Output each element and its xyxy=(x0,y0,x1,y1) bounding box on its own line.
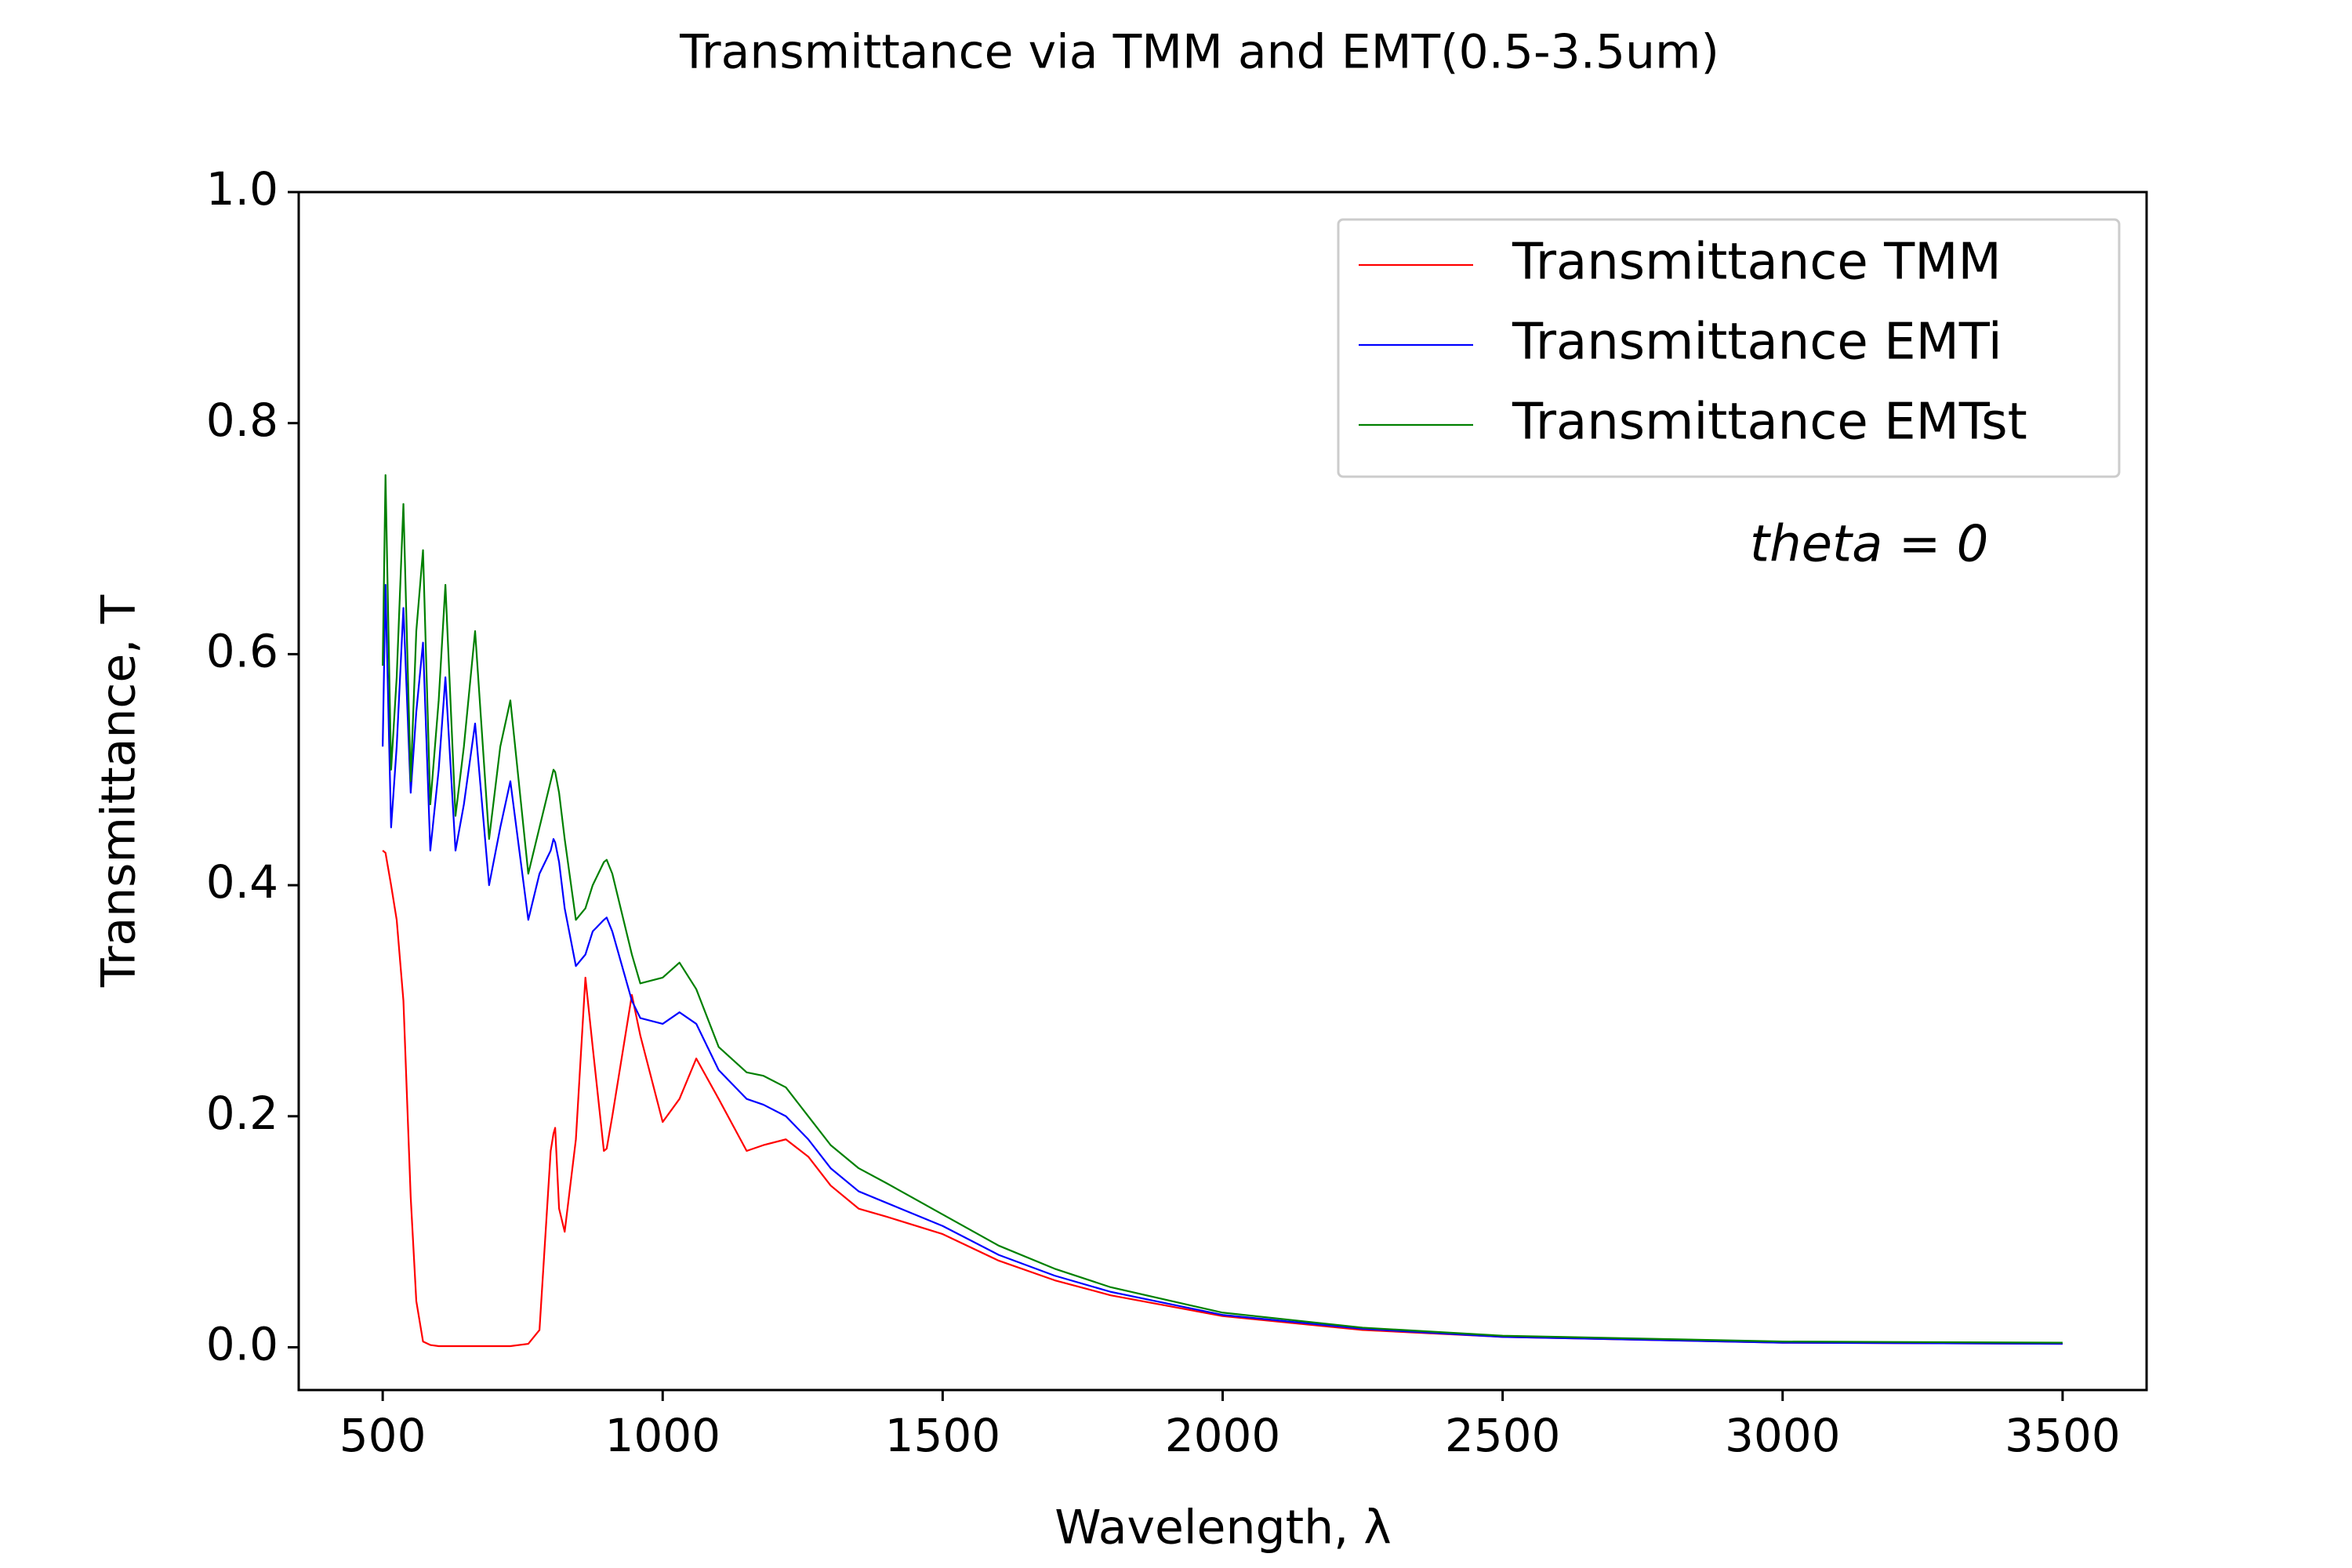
series-line xyxy=(382,583,2063,1345)
series-line xyxy=(382,474,2063,1344)
series-line xyxy=(382,850,2063,1348)
plot-frame xyxy=(297,191,2148,1392)
legend-label: Transmittance EMTst xyxy=(1512,394,2027,452)
y-tick-label: 0.8 xyxy=(206,394,278,447)
x-tick-label: 3000 xyxy=(1725,1409,1841,1462)
x-tick-label: 2000 xyxy=(1165,1409,1281,1462)
x-tick-label: 1500 xyxy=(885,1409,1001,1462)
y-tick-label: 0.2 xyxy=(206,1087,278,1140)
x-tick-label: 500 xyxy=(339,1409,426,1462)
y-tick-label: 0.0 xyxy=(206,1318,278,1371)
annotation: theta = 0 xyxy=(1750,516,1988,574)
x-tick-label: 1000 xyxy=(604,1409,720,1462)
x-tick-label: 3500 xyxy=(2005,1409,2121,1462)
legend-label: Transmittance TMM xyxy=(1512,234,2002,292)
y-tick-label: 0.4 xyxy=(206,855,278,909)
legend-label: Transmittance EMTi xyxy=(1512,314,2002,372)
legend-box xyxy=(1337,218,2121,478)
chart-title: Transmittance via TMM and EMT(0.5-3.5um) xyxy=(679,25,1719,80)
x-tick-label: 2500 xyxy=(1445,1409,1561,1462)
y-tick-label: 0.6 xyxy=(206,625,278,678)
y-axis-label: Transmittance, T xyxy=(92,595,147,989)
x-axis-label: Wavelength, λ xyxy=(1054,1501,1392,1555)
y-tick-label: 1.0 xyxy=(206,162,278,216)
